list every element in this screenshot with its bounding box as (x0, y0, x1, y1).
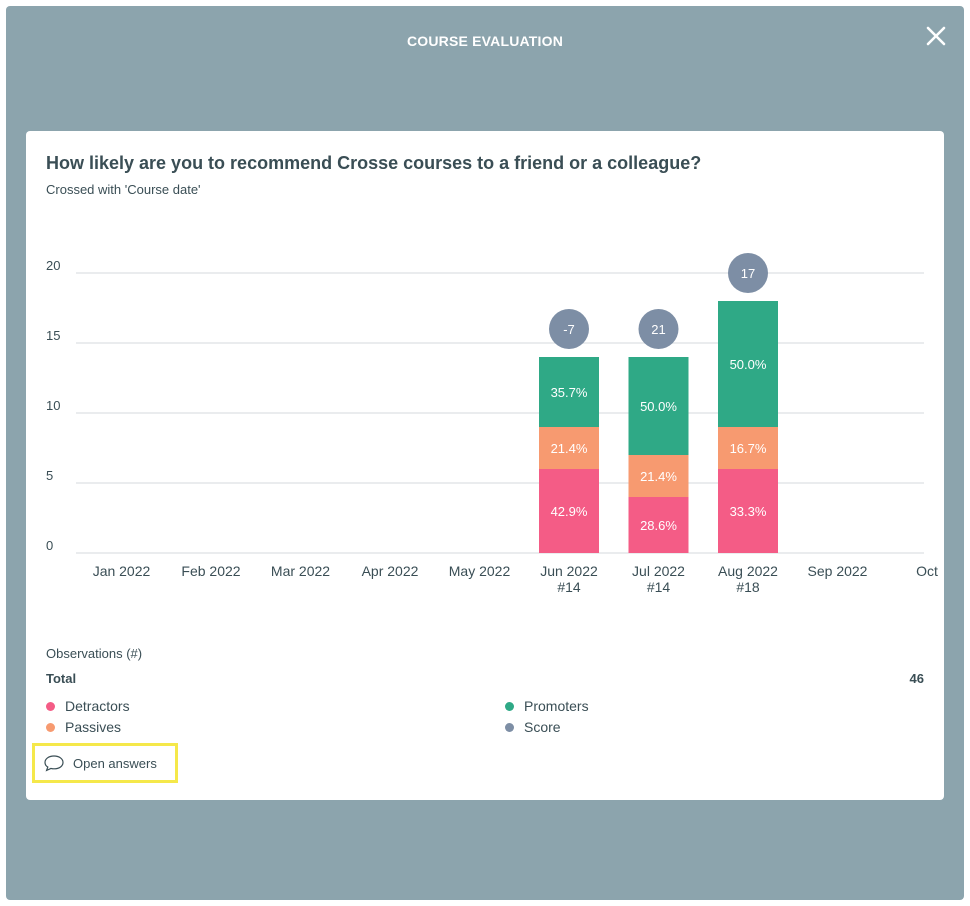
y-tick-label: 15 (46, 328, 60, 343)
x-count-label: #14 (647, 579, 671, 595)
legend-item-detractors[interactable]: Detractors (46, 698, 130, 714)
score-bubble (728, 253, 768, 293)
x-tick-label: Jan 2022 (93, 563, 151, 579)
y-tick-label: 20 (46, 258, 60, 273)
legend-label: Score (524, 719, 561, 735)
legend-label: Passives (65, 719, 122, 735)
close-button[interactable] (922, 22, 950, 50)
open-answers-label: Open answers (73, 755, 157, 771)
course-evaluation-modal: COURSE EVALUATION How likely are you to … (6, 6, 964, 900)
x-tick-label: Jul 2022 (632, 563, 685, 579)
x-tick-label: May 2022 (449, 563, 511, 579)
passives-dot-icon (46, 722, 55, 732)
stacked-bar-chart: 0 5 10 15 20 Jan 2022 Feb 2022 Mar 2022 Apr 2022… (46, 253, 938, 595)
bar-segment (628, 357, 689, 455)
bar-segment (539, 427, 599, 469)
bar-segment (539, 357, 599, 427)
speech-bubble-icon (44, 755, 64, 772)
bar-data-label: 16.7% (730, 441, 767, 456)
score-dot-icon (505, 722, 514, 732)
legend-item-score[interactable]: Score (505, 719, 561, 735)
score-label: -7 (563, 322, 575, 337)
legend-label: Promoters (524, 698, 589, 714)
x-tick-label: Apr 2022 (362, 563, 419, 579)
bar-data-label: 21.4% (640, 469, 677, 484)
total-label: Total (46, 671, 77, 686)
total-value: 46 (909, 671, 924, 686)
x-count-label: #14 (557, 579, 581, 595)
bar-data-label: 21.4% (551, 441, 588, 456)
bar-segment (628, 497, 689, 553)
promoters-dot-icon (505, 701, 514, 711)
x-tick-label: Aug 2022 (718, 563, 778, 579)
x-tick-label: Mar 2022 (271, 563, 330, 579)
modal-title: COURSE EVALUATION (406, 33, 564, 49)
bar-data-label: 33.3% (730, 504, 767, 519)
close-icon (926, 26, 946, 46)
bar-segment (539, 469, 599, 553)
x-tick-label: Feb 2022 (181, 563, 240, 579)
question-title: How likely are you to recommend Crosse c… (46, 153, 702, 173)
bar-segment (718, 469, 778, 553)
crossed-with-subtitle: Crossed with 'Course date' (46, 182, 201, 197)
x-tick-label: Oct (916, 563, 938, 579)
bar-segment (628, 455, 689, 497)
legend-label: Detractors (65, 698, 130, 714)
bar-data-label: 35.7% (551, 385, 588, 400)
bar-segment (718, 301, 778, 427)
score-bubble (638, 309, 679, 349)
score-bubble (549, 309, 589, 349)
score-label: 17 (741, 266, 755, 281)
y-tick-label: 5 (46, 468, 53, 483)
open-answers-button[interactable]: Open answers (32, 743, 178, 783)
x-tick-label: Jun 2022 (540, 563, 598, 579)
bar-data-label: 50.0% (730, 357, 767, 372)
x-count-label: #18 (736, 579, 760, 595)
bar-segment (718, 427, 778, 469)
chart-card: How likely are you to recommend Crosse c… (26, 131, 944, 800)
score-label: 21 (651, 322, 665, 337)
legend-item-promoters[interactable]: Promoters (505, 698, 589, 714)
x-tick-label: Sep 2022 (808, 563, 868, 579)
bar-data-label: 50.0% (640, 399, 677, 414)
bar-data-label: 28.6% (640, 518, 677, 533)
y-tick-label: 0 (46, 538, 53, 553)
legend-item-passives[interactable]: Passives (46, 719, 121, 735)
y-tick-label: 10 (46, 398, 60, 413)
observations-label: Observations (#) (46, 646, 143, 661)
bar-data-label: 42.9% (551, 504, 588, 519)
detractors-dot-icon (46, 701, 55, 711)
